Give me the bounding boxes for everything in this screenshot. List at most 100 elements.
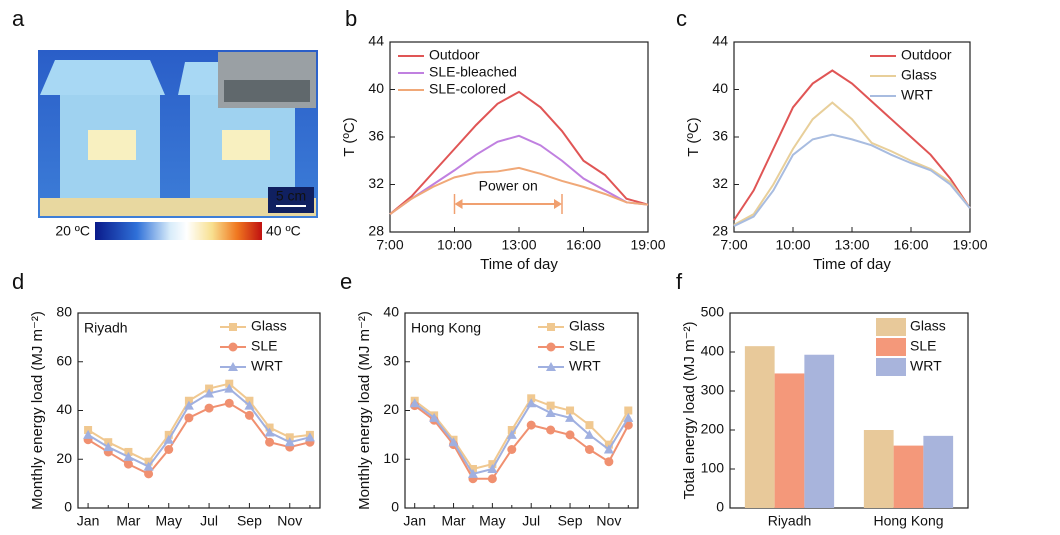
y-tick-label: 20 xyxy=(383,401,399,417)
x-tick-label: 19:00 xyxy=(952,237,987,253)
colorbar-label: 40 ºC xyxy=(266,223,301,239)
data-point xyxy=(265,437,275,447)
data-point xyxy=(264,427,275,437)
x-tick-label: May xyxy=(156,513,182,529)
legend-label: Glass xyxy=(569,318,605,334)
data-point xyxy=(183,400,194,410)
data-point xyxy=(163,434,174,444)
series-line xyxy=(87,382,311,463)
legend-marker xyxy=(229,323,237,331)
x-tick-label: Riyadh xyxy=(768,513,812,529)
y-tick-label: 60 xyxy=(56,352,72,368)
data-point xyxy=(603,444,614,454)
y-tick-label: 200 xyxy=(701,421,725,437)
data-point xyxy=(506,429,517,439)
x-tick-label: 7:00 xyxy=(376,237,403,253)
y-tick-label: 0 xyxy=(391,499,399,515)
x-axis-label: Time of day xyxy=(813,256,891,273)
data-point xyxy=(507,445,517,454)
data-point xyxy=(123,451,134,461)
x-tick-label: 13:00 xyxy=(834,237,869,253)
y-tick-label: 300 xyxy=(701,382,725,398)
legend-marker xyxy=(546,362,556,371)
x-tick-label: Sep xyxy=(237,513,262,529)
y-tick-label: 28 xyxy=(712,223,728,239)
y-tick-label: 40 xyxy=(712,80,728,96)
y-tick-label: 20 xyxy=(56,450,72,466)
y-tick-label: 100 xyxy=(701,460,725,476)
data-point xyxy=(184,413,194,423)
y-tick-label: 32 xyxy=(368,175,384,191)
data-point xyxy=(144,469,154,479)
data-point xyxy=(244,400,255,410)
series-line xyxy=(389,134,649,216)
series-line xyxy=(389,90,649,215)
y-tick-label: 28 xyxy=(368,223,384,239)
chart-title: Riyadh xyxy=(84,320,128,336)
series-line xyxy=(87,402,311,476)
data-point xyxy=(566,406,575,415)
series-line xyxy=(733,101,971,226)
y-tick-label: 10 xyxy=(383,450,399,466)
data-point xyxy=(204,403,214,413)
series-line xyxy=(389,166,649,216)
x-tick-label: Hong Kong xyxy=(873,513,943,529)
data-point xyxy=(623,412,634,422)
data-point xyxy=(224,398,234,408)
x-tick-label: 10:00 xyxy=(775,237,810,253)
y-axis-label: Total energy load (MJ m⁻²) xyxy=(681,322,698,500)
x-tick-label: Jul xyxy=(200,513,218,529)
bar xyxy=(923,435,954,508)
data-point xyxy=(164,445,174,454)
legend-marker xyxy=(547,323,555,331)
x-tick-label: 19:00 xyxy=(630,237,665,253)
data-point xyxy=(545,407,556,417)
data-point xyxy=(304,432,315,442)
data-point xyxy=(585,421,594,430)
legend-label: Glass xyxy=(901,67,937,83)
plot-frame xyxy=(404,312,639,509)
legend-marker xyxy=(228,362,238,371)
legend-label: SLE-colored xyxy=(429,81,506,97)
y-tick-label: 0 xyxy=(716,499,724,515)
series-line xyxy=(87,387,311,468)
data-point xyxy=(83,429,94,439)
y-tick-label: 30 xyxy=(383,352,399,368)
data-point xyxy=(546,401,555,410)
y-tick-label: 40 xyxy=(368,80,384,96)
x-tick-label: Mar xyxy=(441,513,465,529)
data-point xyxy=(584,445,594,454)
data-point xyxy=(584,429,595,439)
chart-title: Hong Kong xyxy=(411,320,481,336)
data-point xyxy=(244,410,254,420)
x-tick-label: Sep xyxy=(558,513,583,529)
plot-frame xyxy=(77,312,321,509)
y-tick-label: 44 xyxy=(712,33,728,49)
y-tick-label: 40 xyxy=(383,304,399,320)
y-axis-label: T (ºC) xyxy=(685,117,702,156)
y-axis-label: T (ºC) xyxy=(341,117,358,156)
y-tick-label: 36 xyxy=(368,128,384,144)
panel-label: c xyxy=(676,6,687,31)
legend-swatch xyxy=(876,338,906,356)
scale-bar-label: 5 cm xyxy=(276,188,306,204)
data-point xyxy=(467,468,478,478)
panel-label: a xyxy=(12,6,25,31)
data-point xyxy=(546,425,556,435)
series-line xyxy=(733,69,971,221)
data-point xyxy=(526,398,537,408)
legend-label: WRT xyxy=(910,358,942,374)
x-axis-label: Time of day xyxy=(480,256,558,273)
x-tick-label: 10:00 xyxy=(437,237,472,253)
panel-label: b xyxy=(345,6,357,31)
data-point xyxy=(487,464,498,473)
data-point xyxy=(224,383,235,393)
data-point xyxy=(429,412,440,422)
x-tick-label: 7:00 xyxy=(720,237,747,253)
legend-marker xyxy=(228,342,238,352)
x-tick-label: 16:00 xyxy=(893,237,928,253)
x-tick-label: 13:00 xyxy=(501,237,536,253)
series-line xyxy=(414,404,630,480)
data-point xyxy=(526,420,536,430)
